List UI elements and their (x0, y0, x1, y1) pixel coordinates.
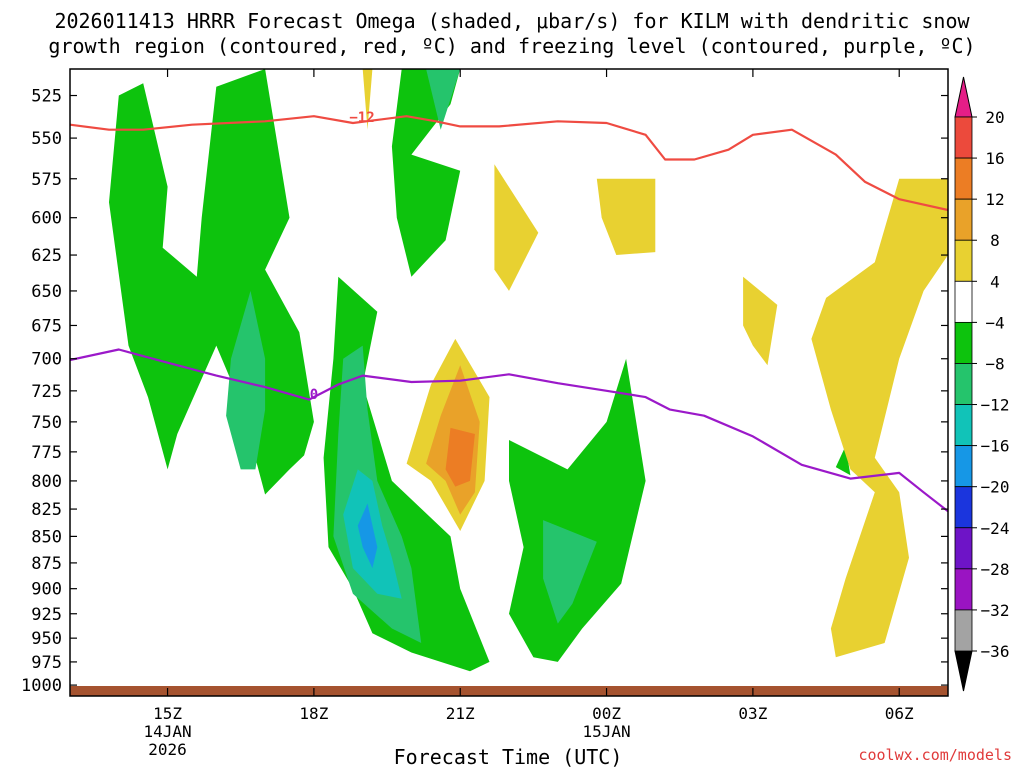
colorbar-label: 16 (985, 149, 1004, 168)
colorbar-label: −4 (985, 313, 1004, 332)
colorbar-segment (954, 321, 973, 364)
colorbar-segment (954, 116, 973, 159)
colorbar-label: 20 (985, 108, 1004, 127)
omega-region-4-13 (596, 178, 656, 255)
terrain-band (70, 686, 948, 696)
x-tick-label: 00Z (592, 704, 621, 723)
omega-region--4-2 (391, 69, 461, 277)
colorbar-label: 8 (990, 231, 1000, 250)
y-tick-label: 575 (31, 170, 62, 190)
dgz-minus12-line (70, 115, 948, 212)
omega-region--8-3 (426, 69, 461, 130)
y-tick-label: 700 (31, 350, 62, 370)
colorbar-segment (954, 198, 973, 241)
title-line-2: growth region (contoured, red, ºC) and f… (48, 34, 975, 58)
colorbar-segment (954, 157, 973, 200)
x-tick-date: 14JAN (143, 722, 191, 741)
x-tick-date: 15JAN (582, 722, 630, 741)
omega-region--8-1 (226, 290, 266, 470)
x-tick-label: 15Z (153, 704, 182, 723)
y-tick-label: 625 (31, 246, 62, 266)
omega-region--8-9 (543, 520, 597, 624)
colorbar-label: −36 (981, 642, 1010, 661)
omega-region-4-17 (743, 276, 778, 366)
colorbar-segment (954, 363, 973, 405)
contour-labels: −12 0 (310, 110, 375, 403)
y-tick-label: 825 (31, 500, 62, 520)
colorbar: 20 16 12 8 4 −4 −8 −12 −16 −20 −24 −28 −32 −36 (954, 76, 1010, 692)
y-tick-label: 1000 (21, 676, 62, 696)
omega-region--4-0 (109, 69, 314, 495)
y-tick-label: 775 (31, 443, 62, 463)
y-tick-label: 900 (31, 580, 62, 600)
colorbar-segment (954, 445, 973, 488)
x-axis-label: Forecast Time (UTC) (394, 745, 623, 768)
colorbar-label: 12 (985, 190, 1004, 209)
omega-region--4-8 (509, 358, 646, 662)
y-axis: 525 550 575 600 625 650 675 700 725 750 775 800 825 8… (21, 87, 948, 696)
y-tick-label: 675 (31, 316, 62, 336)
colorbar-label: −20 (981, 478, 1010, 497)
x-tick-label: 03Z (738, 704, 767, 723)
y-tick-label: 650 (31, 282, 62, 302)
freezing-level-line (70, 348, 948, 513)
colorbar-top-arrow (954, 76, 973, 118)
colorbar-bottom-arrow (954, 650, 973, 692)
y-tick-label: 525 (31, 87, 62, 107)
y-tick-label: 850 (31, 527, 62, 547)
omega-shading (109, 69, 948, 672)
colorbar-label: −12 (981, 396, 1010, 415)
y-tick-label: 800 (31, 472, 62, 492)
y-tick-label: 750 (31, 413, 62, 433)
colorbar-segment (954, 568, 973, 611)
x-tick-label: 06Z (885, 704, 914, 723)
y-tick-label: 600 (31, 209, 62, 229)
title: 2026011413 HRRR Forecast Omega (shaded, … (48, 9, 975, 58)
dgz-contour-label: −12 (349, 110, 374, 126)
colorbar-segment (954, 239, 973, 282)
colorbar-label: 4 (990, 272, 1000, 291)
colorbar-segment (954, 280, 973, 323)
x-tick-year: 2026 (148, 740, 187, 759)
colorbar-label: −16 (981, 437, 1010, 456)
omega-region-4-12 (494, 164, 539, 291)
colorbar-label: −24 (981, 519, 1010, 538)
colorbar-segment (954, 404, 973, 447)
x-tick-label: 18Z (299, 704, 328, 723)
y-tick-label: 925 (31, 605, 62, 625)
colorbar-label: −8 (985, 354, 1004, 373)
plot-frame (69, 68, 949, 697)
omega-region-4-11 (362, 69, 373, 130)
y-tick-label: 550 (31, 129, 62, 149)
credit-text: coolwx.com/models (858, 746, 1012, 764)
y-tick-label: 875 (31, 554, 62, 574)
omega-region--16-7 (357, 503, 378, 569)
omega-region-4-18 (811, 178, 948, 658)
colorbar-segment (954, 609, 973, 652)
colorbar-label: −28 (981, 560, 1010, 579)
y-tick-label: 725 (31, 382, 62, 402)
y-tick-label: 950 (31, 629, 62, 649)
colorbar-segment (954, 486, 973, 529)
omega-region--8-5 (333, 345, 422, 643)
colorbar-label: −32 (981, 601, 1010, 620)
omega-region-12-16 (445, 427, 475, 487)
contour-lines (70, 115, 948, 513)
title-line-1: 2026011413 HRRR Forecast Omega (shaded, … (54, 9, 970, 33)
freezing-contour-label: 0 (310, 387, 318, 403)
y-tick-label: 975 (31, 653, 62, 673)
x-tick-label: 21Z (446, 704, 475, 723)
colorbar-segment (954, 527, 973, 570)
